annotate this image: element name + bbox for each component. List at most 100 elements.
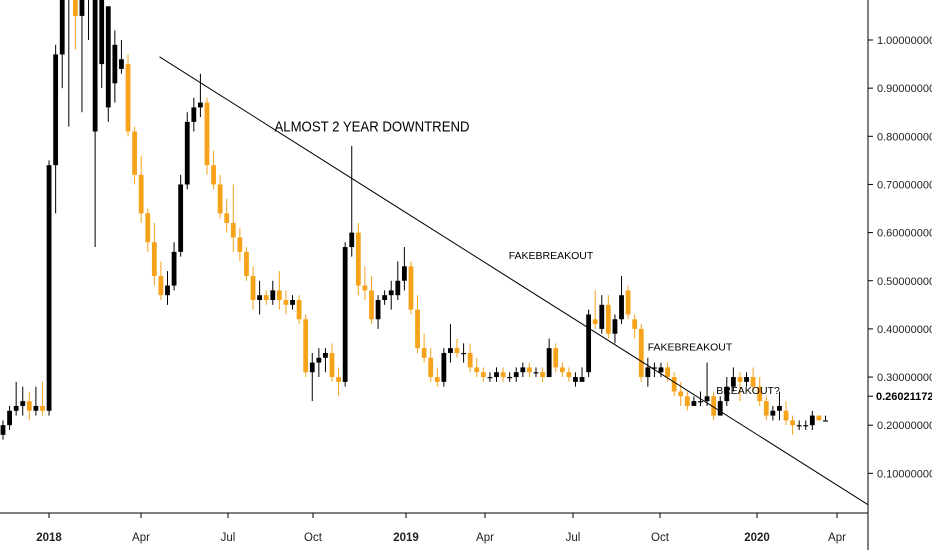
candle-body-up	[33, 405, 39, 411]
candle-body-up	[99, 0, 105, 65]
candle-body-up	[612, 319, 618, 334]
candle-body-up	[13, 405, 19, 411]
candle	[428, 348, 434, 382]
candle	[198, 73, 203, 118]
candle	[105, 6, 111, 122]
candle	[763, 396, 769, 421]
candle-body-up	[448, 348, 453, 353]
candle	[250, 266, 256, 310]
candle	[224, 198, 230, 233]
candle-body-down	[158, 275, 164, 296]
candle-body-down	[638, 328, 644, 378]
candle-body-down	[559, 367, 565, 373]
candle	[421, 333, 427, 363]
candle	[823, 415, 828, 422]
candle	[158, 261, 164, 301]
candle-body-down	[454, 348, 460, 353]
x-tick-label: Jul	[566, 532, 581, 544]
candle-body-up	[520, 367, 526, 373]
x-tick-label: 2020	[744, 532, 770, 544]
candle-body-up	[59, 0, 65, 55]
annotations-layer: ALMOST 2 YEAR DOWNTREND FAKEBREAKOUT FAKEB…	[274, 118, 779, 397]
candle	[388, 280, 394, 310]
candle	[303, 314, 309, 378]
candle-body-up	[342, 247, 348, 382]
candle	[461, 343, 466, 363]
candle-body-up	[698, 401, 703, 403]
downtrend-line	[159, 56, 869, 506]
candle-body-down	[237, 237, 243, 252]
candle	[454, 338, 460, 358]
candle	[612, 314, 618, 344]
candle-body-down	[296, 300, 302, 320]
candle	[527, 362, 532, 378]
candle	[474, 357, 480, 378]
x-tick-label: Apr	[132, 532, 150, 544]
candle	[184, 112, 190, 190]
candle-body-up	[586, 314, 592, 373]
candle	[237, 227, 243, 262]
candle-body-up	[619, 295, 624, 320]
candle	[434, 367, 440, 387]
candle	[441, 348, 447, 387]
annotation-label: BREAKOUT?	[716, 385, 780, 397]
candle-body-down	[783, 410, 789, 421]
candle-body-up	[730, 377, 736, 387]
candle	[355, 222, 361, 296]
candle-body-down	[408, 266, 414, 310]
candle	[342, 242, 348, 387]
candle-body-down	[204, 102, 210, 166]
candle	[382, 290, 388, 305]
candle-body-down	[224, 213, 230, 223]
candle-body-down	[145, 213, 151, 243]
candle	[244, 247, 249, 281]
candle-body-up	[20, 401, 26, 406]
candle	[20, 386, 26, 416]
candle-body-up	[198, 102, 203, 108]
candle	[480, 367, 486, 382]
candle-body-up	[7, 410, 12, 426]
candle	[395, 261, 401, 301]
candle	[533, 367, 539, 378]
candle	[336, 367, 341, 397]
candle-body-up	[441, 352, 447, 382]
candle-body-up	[401, 266, 407, 281]
candle-body-down	[553, 348, 559, 368]
candle	[520, 362, 526, 378]
candle-body-up	[546, 348, 552, 378]
candle	[276, 271, 282, 310]
candle-body-up	[53, 54, 59, 166]
candle-body-down	[362, 285, 368, 291]
candle-body-down	[355, 232, 361, 286]
candle-body-down	[72, 0, 78, 16]
candle	[770, 405, 776, 421]
x-tick-label: Oct	[304, 532, 323, 544]
candle-body-down	[711, 396, 717, 416]
candle-body-up	[796, 425, 802, 427]
candle	[323, 348, 328, 373]
candle	[375, 295, 381, 329]
candle	[467, 343, 473, 373]
candle-body-up	[579, 377, 585, 382]
candle	[494, 367, 499, 382]
candle	[579, 367, 585, 382]
candle-body-down	[132, 131, 137, 175]
candle	[658, 362, 664, 378]
candle	[803, 420, 809, 431]
candle-body-down	[757, 386, 763, 402]
candle-body-up	[257, 295, 263, 301]
candle-body-up	[191, 107, 197, 122]
last-price-label: 0.26021172	[876, 391, 932, 403]
candle-body-up	[79, 0, 85, 16]
candle	[204, 97, 210, 175]
candle	[507, 372, 513, 382]
candle	[309, 352, 315, 402]
candle-body-up	[777, 405, 782, 411]
candle-body-down	[336, 377, 341, 382]
candle	[730, 367, 736, 392]
candle-body-up	[513, 372, 519, 378]
x-tick-label: Jul	[221, 532, 236, 544]
candle-body-up	[184, 121, 190, 185]
candles-layer	[0, 0, 828, 440]
candle-body-down	[816, 415, 822, 421]
